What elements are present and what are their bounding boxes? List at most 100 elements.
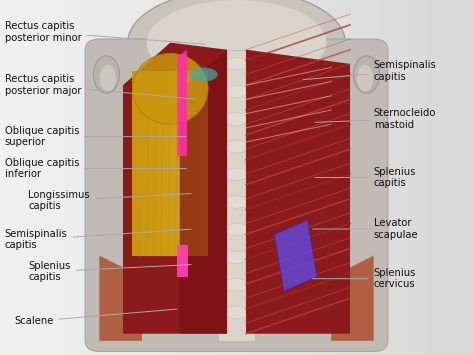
FancyBboxPatch shape <box>85 39 388 351</box>
Ellipse shape <box>225 306 248 319</box>
Bar <box>145 71 148 256</box>
Text: Scalene: Scalene <box>14 309 177 326</box>
Polygon shape <box>218 50 255 341</box>
Bar <box>16 0 32 355</box>
Polygon shape <box>177 50 187 156</box>
Bar <box>95 0 110 355</box>
Bar <box>165 71 168 256</box>
Bar <box>79 0 95 355</box>
Bar <box>347 0 363 355</box>
Ellipse shape <box>93 56 119 93</box>
Ellipse shape <box>147 0 326 85</box>
Bar <box>205 0 221 355</box>
Bar <box>183 71 185 256</box>
Bar <box>153 71 155 256</box>
Text: Oblique capitis
inferior: Oblique capitis inferior <box>5 158 186 179</box>
Text: Levator
scapulae: Levator scapulae <box>313 218 418 240</box>
Bar <box>155 71 158 256</box>
Ellipse shape <box>225 141 248 153</box>
Text: Rectus capitis
posterior minor: Rectus capitis posterior minor <box>5 21 205 44</box>
Bar <box>138 71 140 256</box>
Bar <box>193 71 195 256</box>
Text: Splenius
cervicus: Splenius cervicus <box>313 268 416 289</box>
Bar <box>32 0 47 355</box>
Text: Longissimus
capitis: Longissimus capitis <box>28 190 191 211</box>
Bar <box>140 71 142 256</box>
Bar <box>378 0 394 355</box>
Text: Splenius
capitis: Splenius capitis <box>28 261 191 282</box>
Ellipse shape <box>225 113 248 125</box>
Bar <box>188 71 191 256</box>
Text: Rectus capitis
posterior major: Rectus capitis posterior major <box>5 75 196 99</box>
FancyBboxPatch shape <box>177 245 188 277</box>
Polygon shape <box>246 50 350 334</box>
Bar <box>47 0 63 355</box>
Bar <box>236 0 252 355</box>
Bar <box>191 71 193 256</box>
Bar <box>185 71 188 256</box>
Bar <box>173 71 175 256</box>
Bar <box>132 71 135 256</box>
Bar <box>110 0 126 355</box>
Bar <box>441 0 457 355</box>
Text: Semispinalis
capitis: Semispinalis capitis <box>5 229 191 250</box>
Bar <box>426 0 441 355</box>
Bar <box>284 0 299 355</box>
Ellipse shape <box>225 279 248 291</box>
Bar <box>299 0 315 355</box>
Bar <box>158 0 174 355</box>
Bar <box>148 71 150 256</box>
Polygon shape <box>123 43 227 334</box>
Bar <box>175 71 178 256</box>
Bar <box>170 71 173 256</box>
Ellipse shape <box>132 53 208 124</box>
Bar <box>158 71 160 256</box>
Bar <box>252 0 268 355</box>
Ellipse shape <box>225 58 248 70</box>
Polygon shape <box>274 220 317 291</box>
Bar <box>394 0 410 355</box>
Polygon shape <box>331 256 374 341</box>
Text: Oblique capitis
superior: Oblique capitis superior <box>5 126 186 147</box>
Ellipse shape <box>99 65 116 91</box>
Ellipse shape <box>225 85 248 98</box>
Ellipse shape <box>128 0 345 96</box>
Bar <box>198 71 201 256</box>
Bar <box>63 0 79 355</box>
Ellipse shape <box>353 56 379 93</box>
Bar <box>206 71 208 256</box>
Bar <box>203 71 206 256</box>
Bar <box>315 0 331 355</box>
Bar <box>126 0 142 355</box>
Text: Sternocleido
mastoid: Sternocleido mastoid <box>315 108 436 130</box>
Bar <box>174 0 189 355</box>
Bar <box>163 71 165 256</box>
Bar <box>363 0 378 355</box>
Bar <box>410 0 426 355</box>
Text: Semispinalis
capitis: Semispinalis capitis <box>303 60 437 82</box>
Bar <box>150 71 153 256</box>
Polygon shape <box>180 50 227 334</box>
Bar <box>180 71 183 256</box>
Bar <box>168 71 170 256</box>
Ellipse shape <box>225 251 248 263</box>
Ellipse shape <box>225 196 248 208</box>
Bar <box>135 71 138 256</box>
Bar <box>195 71 198 256</box>
Bar <box>221 0 236 355</box>
Bar <box>201 71 203 256</box>
Text: Splenius
capitis: Splenius capitis <box>315 167 416 188</box>
Bar <box>457 0 473 355</box>
Bar <box>142 71 145 256</box>
Bar <box>331 0 347 355</box>
Bar <box>189 0 205 355</box>
Bar <box>268 0 284 355</box>
Ellipse shape <box>225 168 248 181</box>
Ellipse shape <box>189 67 218 82</box>
Bar <box>160 71 163 256</box>
Ellipse shape <box>357 65 374 91</box>
Bar <box>0 0 16 355</box>
Polygon shape <box>99 256 142 341</box>
Bar <box>178 71 180 256</box>
Bar <box>142 0 158 355</box>
